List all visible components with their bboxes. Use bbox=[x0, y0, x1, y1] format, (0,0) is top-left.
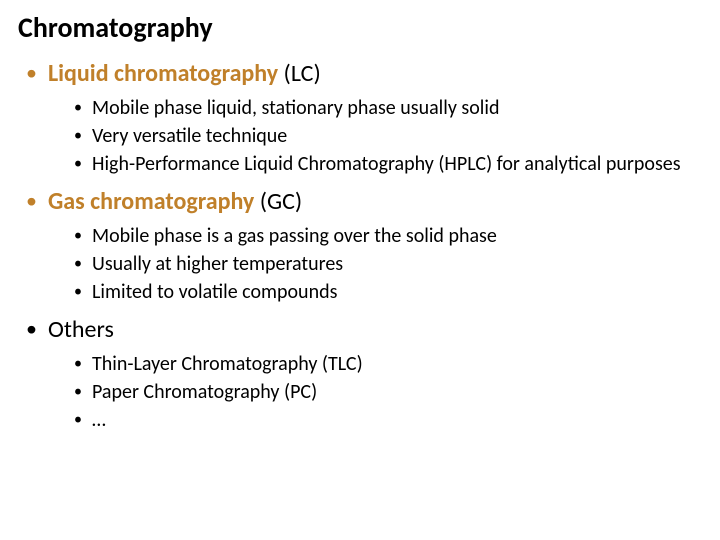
list-item: … bbox=[74, 407, 702, 433]
bullet-list-level1: Liquid chromatography (LC) Mobile phase … bbox=[18, 59, 702, 433]
list-item: Limited to volatile compounds bbox=[74, 279, 702, 305]
list-item: High-Performance Liquid Chromatography (… bbox=[74, 151, 702, 177]
sub-bullet-list: Mobile phase liquid, stationary phase us… bbox=[48, 95, 702, 177]
heading-bold: Liquid chromatography bbox=[48, 59, 278, 88]
section-heading: Gas chromatography (GC) bbox=[48, 187, 302, 216]
heading-suffix: (LC) bbox=[278, 59, 321, 88]
section-heading: Liquid chromatography (LC) bbox=[48, 59, 321, 88]
list-item: Very versatile technique bbox=[74, 123, 702, 149]
section-liquid-chromatography: Liquid chromatography (LC) Mobile phase … bbox=[26, 59, 702, 177]
section-heading: Others bbox=[48, 315, 114, 344]
list-item: Mobile phase is a gas passing over the s… bbox=[74, 223, 702, 249]
sub-bullet-list: Thin-Layer Chromatography (TLC) Paper Ch… bbox=[48, 351, 702, 433]
heading-bold: Gas chromatography bbox=[48, 187, 254, 216]
list-item: Paper Chromatography (PC) bbox=[74, 379, 702, 405]
section-others: Others Thin-Layer Chromatography (TLC) P… bbox=[26, 315, 702, 433]
heading-bold: Others bbox=[48, 315, 114, 344]
list-item: Usually at higher temperatures bbox=[74, 251, 702, 277]
slide-title: Chromatography bbox=[18, 10, 702, 45]
sub-bullet-list: Mobile phase is a gas passing over the s… bbox=[48, 223, 702, 305]
list-item: Mobile phase liquid, stationary phase us… bbox=[74, 95, 702, 121]
heading-suffix: (GC) bbox=[254, 187, 302, 216]
list-item: Thin-Layer Chromatography (TLC) bbox=[74, 351, 702, 377]
section-gas-chromatography: Gas chromatography (GC) Mobile phase is … bbox=[26, 187, 702, 305]
